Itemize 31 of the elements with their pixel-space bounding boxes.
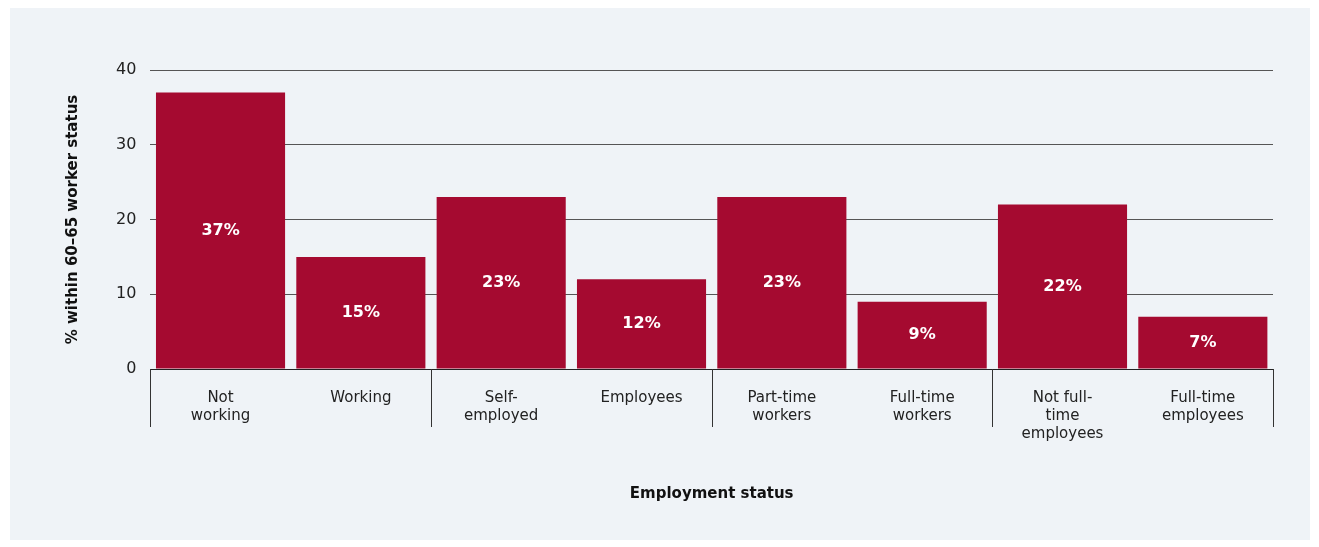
data-label: 23% bbox=[482, 271, 521, 291]
x-tick-label: Self-employed bbox=[464, 387, 539, 424]
x-tick-label: Full-time employees bbox=[1161, 387, 1244, 424]
bar bbox=[717, 197, 847, 369]
data-label: 15% bbox=[341, 301, 380, 321]
data-label: 37% bbox=[201, 219, 240, 239]
x-tick-label: Not full-time employees bbox=[1021, 387, 1104, 442]
y-tick-label: 30 bbox=[116, 133, 137, 153]
y-tick-label: 10 bbox=[116, 283, 137, 303]
bar bbox=[1138, 316, 1268, 369]
y-tick-label: 40 bbox=[116, 59, 137, 79]
data-label: 22% bbox=[1043, 275, 1082, 295]
bar bbox=[155, 92, 286, 369]
data-label: 9% bbox=[908, 324, 936, 344]
y-tick-label: 0 bbox=[126, 358, 137, 378]
data-label: 7% bbox=[1189, 331, 1217, 351]
bar bbox=[436, 197, 566, 369]
bar bbox=[296, 256, 426, 369]
bar bbox=[857, 301, 987, 369]
bar bbox=[997, 204, 1128, 369]
x-tick-label: Working bbox=[330, 387, 392, 406]
x-tick-label: Not working bbox=[190, 387, 251, 424]
y-axis-title: % within 60–65 worker status bbox=[62, 94, 81, 345]
y-tick-label: 20 bbox=[116, 208, 137, 228]
bar bbox=[576, 279, 707, 369]
data-label: 23% bbox=[762, 271, 801, 291]
x-tick-label: Employees bbox=[600, 387, 683, 406]
x-tick-label: Full-time workers bbox=[889, 387, 955, 424]
x-tick-label: Part-time workers bbox=[747, 387, 817, 424]
x-axis-title: Employment status bbox=[629, 483, 794, 502]
data-label: 12% bbox=[622, 313, 661, 333]
